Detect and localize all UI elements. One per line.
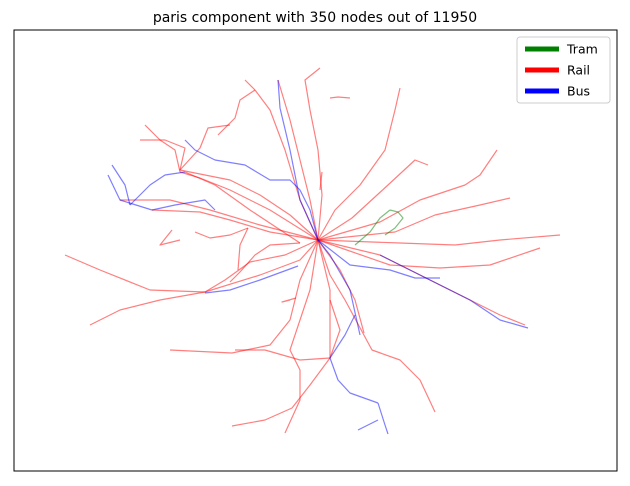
rail-edge: [120, 199, 319, 241]
rail-edge: [304, 67, 323, 241]
legend-label-tram: Tram: [566, 42, 598, 57]
tram-edge: [384, 209, 404, 236]
bus-edge: [184, 139, 319, 241]
rail-edge: [151, 209, 319, 241]
rail-edge: [237, 227, 249, 271]
bus-edge: [377, 402, 389, 435]
network-edges: [64, 67, 561, 435]
rail-edge: [317, 239, 436, 413]
bus-edge: [329, 314, 356, 359]
bus-edge: [151, 199, 216, 211]
rail-edge: [317, 87, 401, 241]
plot-frame: [13, 29, 618, 472]
bus-edge: [204, 265, 299, 294]
bus-edge: [277, 79, 319, 241]
bus-edge: [329, 357, 379, 404]
rail-edge: [179, 171, 319, 241]
legend-label-bus: Bus: [567, 84, 590, 99]
rail-edge: [194, 227, 249, 239]
bus-edge: [111, 164, 131, 206]
rail-edge: [317, 239, 541, 269]
rail-edge: [217, 89, 256, 136]
rail-edge: [317, 239, 526, 326]
bus-edge: [317, 239, 361, 336]
rail-edge: [89, 239, 319, 326]
legend-label-rail: Rail: [567, 63, 590, 78]
rail-edge: [317, 239, 331, 358]
rail-edge: [169, 239, 319, 354]
rail-edge: [329, 96, 351, 99]
bus-edge: [107, 174, 153, 211]
rail-edge: [235, 349, 331, 361]
bus-edge: [129, 171, 186, 206]
rail-edge: [284, 239, 319, 434]
rail-edge: [319, 171, 323, 191]
legend-box: [516, 36, 611, 104]
tram-edge: [354, 209, 391, 246]
rail-edge: [64, 239, 319, 293]
rail-edge: [317, 234, 561, 246]
rail-edge: [231, 357, 331, 427]
rail-edge: [229, 242, 301, 283]
rail-edge: [329, 299, 341, 359]
figure-title: paris component with 350 nodes out of 11…: [153, 10, 477, 26]
rail-edge: [140, 139, 319, 241]
bus-edge: [379, 254, 529, 329]
legend: Tram Rail Bus: [516, 36, 611, 104]
rail-edge: [179, 124, 231, 171]
rail-edge: [281, 297, 297, 303]
rail-edge: [144, 124, 181, 173]
rail-edge: [317, 149, 498, 241]
rail-edge: [317, 159, 429, 241]
rail-edge: [184, 171, 301, 244]
rail-edge: [317, 197, 511, 241]
rail-edge: [277, 79, 319, 241]
rail-edge: [159, 229, 181, 246]
bus-edge: [317, 239, 440, 279]
bus-edge: [357, 419, 379, 431]
